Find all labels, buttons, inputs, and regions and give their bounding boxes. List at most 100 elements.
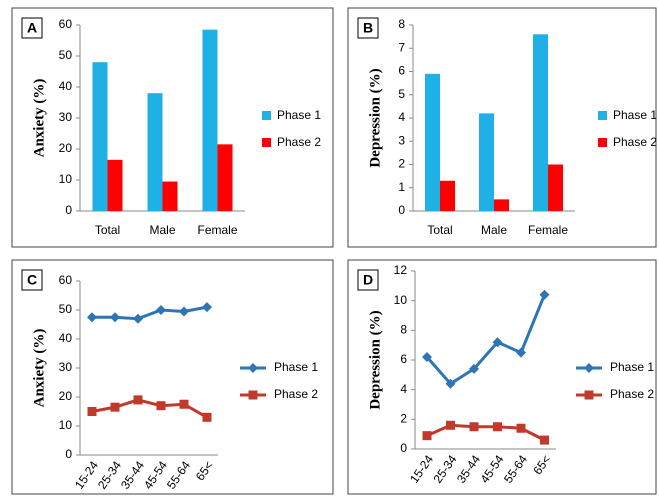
y-axis-label: Anxiety (%) bbox=[31, 79, 47, 158]
legend-marker bbox=[584, 390, 594, 400]
x-tick-label: Male bbox=[481, 223, 507, 237]
bar bbox=[147, 93, 163, 211]
legend-marker bbox=[248, 390, 258, 400]
y-tick-label: 7 bbox=[398, 40, 405, 54]
bar bbox=[494, 199, 509, 211]
legend-label: Phase 1 bbox=[274, 360, 318, 374]
legend-label: Phase 1 bbox=[277, 108, 321, 122]
marker bbox=[422, 352, 432, 363]
line bbox=[425, 294, 546, 386]
y-axis-label: Anxiety (%) bbox=[31, 329, 47, 408]
marker bbox=[445, 378, 456, 389]
x-tick-label: Female bbox=[197, 223, 237, 237]
panel-label: C bbox=[27, 272, 37, 288]
marker bbox=[469, 422, 479, 432]
marker bbox=[202, 302, 212, 313]
y-tick-label: 50 bbox=[59, 48, 73, 62]
y-tick-label: 10 bbox=[394, 293, 408, 307]
x-tick-label: Total bbox=[95, 223, 120, 237]
marker bbox=[87, 312, 97, 323]
marker bbox=[202, 412, 212, 422]
y-tick-label: 60 bbox=[59, 273, 73, 287]
bar bbox=[548, 164, 563, 211]
y-tick-label: 30 bbox=[59, 110, 73, 124]
bar bbox=[479, 113, 494, 211]
panel-label: D bbox=[363, 272, 373, 288]
bar bbox=[202, 29, 218, 212]
marker bbox=[540, 435, 549, 445]
marker bbox=[110, 312, 120, 323]
marker bbox=[422, 431, 432, 441]
marker bbox=[516, 347, 526, 358]
y-tick-label: 6 bbox=[400, 352, 407, 366]
marker bbox=[492, 337, 503, 348]
y-tick-label: 1 bbox=[398, 180, 405, 194]
bar bbox=[533, 34, 548, 211]
y-tick-label: 5 bbox=[398, 87, 405, 101]
y-tick-label: 0 bbox=[398, 203, 405, 217]
x-tick-label: Female bbox=[528, 223, 568, 237]
y-tick-label: 30 bbox=[59, 360, 73, 374]
bar bbox=[440, 180, 455, 211]
y-tick-label: 20 bbox=[59, 141, 73, 155]
legend-swatch bbox=[262, 138, 271, 147]
marker bbox=[493, 422, 502, 432]
y-axis-label: Depression (%) bbox=[367, 310, 383, 409]
y-tick-label: 8 bbox=[398, 17, 405, 31]
legend-marker bbox=[584, 363, 594, 373]
y-tick-label: 0 bbox=[400, 441, 407, 455]
marker bbox=[133, 395, 143, 405]
bar bbox=[217, 144, 233, 211]
bar bbox=[425, 73, 440, 211]
y-tick-label: 50 bbox=[59, 302, 73, 316]
y-tick-label: 40 bbox=[59, 79, 73, 93]
bar bbox=[92, 62, 108, 212]
legend-label: Phase 2 bbox=[277, 135, 321, 149]
y-tick-label: 2 bbox=[400, 412, 407, 426]
marker bbox=[469, 363, 479, 374]
legend-label: Phase 2 bbox=[274, 387, 318, 401]
y-tick-label: 60 bbox=[59, 17, 73, 31]
bar bbox=[107, 159, 123, 211]
marker bbox=[133, 313, 143, 324]
panel-label-box bbox=[357, 269, 379, 291]
panel-label: A bbox=[27, 20, 37, 36]
panel-label-box bbox=[21, 269, 43, 291]
marker bbox=[156, 305, 166, 315]
panel-frame bbox=[11, 259, 334, 495]
legend-label: Phase 1 bbox=[610, 360, 654, 374]
y-tick-label: 40 bbox=[59, 331, 73, 345]
y-tick-label: 10 bbox=[59, 418, 73, 432]
y-tick-label: 4 bbox=[400, 382, 407, 396]
legend-swatch bbox=[598, 138, 607, 147]
y-tick-label: 12 bbox=[394, 263, 408, 277]
legend-label: Phase 2 bbox=[610, 387, 654, 401]
marker bbox=[539, 289, 550, 300]
y-tick-label: 10 bbox=[59, 172, 73, 186]
marker bbox=[110, 402, 120, 412]
legend-label: Phase 2 bbox=[613, 135, 657, 149]
legend-swatch bbox=[598, 111, 607, 120]
bar bbox=[162, 181, 178, 211]
legend-marker bbox=[248, 363, 258, 373]
marker bbox=[179, 306, 189, 317]
marker bbox=[87, 407, 97, 416]
x-tick-label: Total bbox=[427, 223, 452, 237]
x-tick-label: Male bbox=[149, 223, 175, 237]
panel-label-box bbox=[357, 17, 379, 39]
y-tick-label: 3 bbox=[398, 133, 405, 147]
panel-label: B bbox=[363, 20, 373, 36]
y-tick-label: 8 bbox=[400, 323, 407, 337]
panel-label-box bbox=[21, 17, 43, 39]
y-axis-label: Depression (%) bbox=[367, 68, 383, 167]
y-tick-label: 2 bbox=[398, 157, 405, 171]
y-tick-label: 0 bbox=[65, 447, 72, 461]
y-tick-label: 20 bbox=[59, 389, 73, 403]
panel-frame bbox=[347, 259, 657, 495]
marker bbox=[156, 401, 166, 411]
marker bbox=[179, 399, 189, 409]
marker bbox=[446, 420, 455, 430]
legend-swatch bbox=[262, 111, 271, 120]
legend-label: Phase 1 bbox=[613, 108, 657, 122]
